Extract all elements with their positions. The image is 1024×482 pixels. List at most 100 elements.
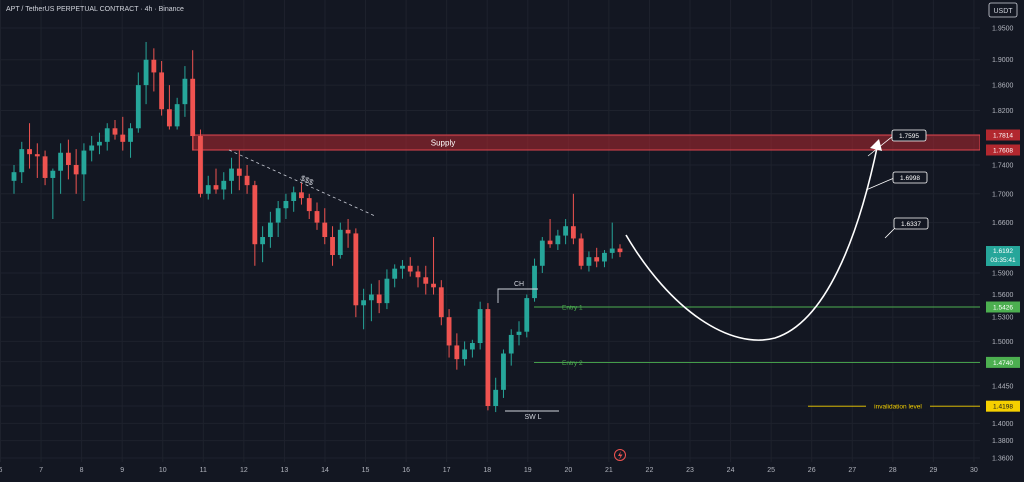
candle	[166, 85, 172, 130]
candle-body	[291, 192, 297, 201]
candle	[454, 333, 460, 370]
candle	[58, 143, 64, 194]
lightning-icon[interactable]	[614, 449, 626, 461]
level-label: invalidation level	[874, 404, 922, 411]
candle	[65, 139, 71, 180]
candle-body	[166, 109, 172, 127]
candle-body	[617, 248, 623, 253]
time-tick-label: 13	[281, 467, 289, 474]
price-tick-label: 1.5600	[992, 292, 1014, 299]
candle-body	[415, 271, 421, 278]
candle	[27, 123, 32, 169]
candle	[361, 288, 367, 330]
candle	[532, 258, 537, 302]
candle	[275, 201, 281, 238]
candle-body	[570, 226, 576, 239]
candle	[462, 341, 468, 366]
candle	[151, 48, 157, 92]
candle-body	[252, 185, 258, 245]
swing-low-marker: SW L	[505, 410, 559, 421]
candle-body	[112, 128, 118, 135]
level-label-bg	[866, 401, 930, 412]
time-tick-label: 28	[889, 467, 897, 474]
supply-zone	[192, 134, 981, 151]
price-badge-value: 1.5426	[993, 305, 1013, 312]
candle-body	[337, 229, 343, 256]
time-tick-label: 20	[564, 467, 572, 474]
candle-body	[42, 156, 48, 178]
candle	[42, 150, 48, 186]
chart-title: APT / TetherUS PERPETUAL CONTRACT · 4h ·…	[6, 6, 184, 13]
candle	[104, 123, 110, 151]
candle-body	[516, 331, 522, 335]
price-levels: Entry 1 Entry 2 invalidation level	[534, 305, 980, 412]
candle	[508, 329, 514, 366]
price-tick-label: 1.8600	[992, 83, 1014, 90]
candle	[306, 193, 312, 220]
price-tick-label: 1.3800	[992, 438, 1014, 445]
target-2: 1.6998	[865, 171, 928, 191]
candle	[50, 168, 56, 220]
candle	[260, 226, 266, 263]
candle-body	[190, 78, 196, 137]
price-tick-label: 1.4450	[992, 383, 1014, 390]
candle	[594, 247, 600, 268]
price-axis[interactable]: 1.95001.90001.86001.82001.78001.74001.70…	[980, 0, 1024, 477]
time-axis[interactable]: 6 7 8 9 10 11 12 13 14 15 16 17 18 19 20 21 22 23 24 25 26 27…	[0, 467, 978, 474]
candle-body	[229, 168, 234, 181]
candle-body	[314, 211, 320, 223]
candle-body	[128, 128, 133, 142]
candle	[609, 222, 615, 259]
price-axis-badges: 1.7814 1.7608 1.5426 1.4740 1.4198	[986, 129, 1020, 412]
price-tick-label: 1.9500	[992, 26, 1014, 33]
candle-body	[104, 128, 110, 142]
price-badge: 1.7814	[986, 129, 1020, 141]
candle-body	[159, 72, 165, 110]
candle	[438, 280, 444, 326]
candle-body	[19, 149, 25, 173]
candle	[353, 228, 359, 318]
candle	[578, 233, 584, 270]
candle	[570, 193, 576, 245]
candle	[415, 265, 421, 288]
candle	[221, 172, 227, 200]
candle	[431, 237, 436, 295]
target-3-price: 1.6337	[901, 221, 921, 228]
candle-body	[431, 283, 436, 288]
candle	[89, 136, 95, 162]
candle-body	[330, 237, 335, 256]
candle	[485, 303, 491, 411]
candle-body	[485, 309, 491, 406]
time-tick-label: 6	[0, 467, 3, 474]
time-tick-label: 26	[808, 467, 816, 474]
price-tick-label: 1.3600	[992, 456, 1014, 463]
candle-body	[508, 334, 514, 354]
candle	[469, 339, 475, 358]
candle-body	[81, 150, 87, 175]
candle	[501, 349, 506, 398]
candle-body	[267, 222, 273, 238]
candle	[516, 321, 522, 346]
candle-body	[392, 268, 398, 279]
change-of-character-marker: CH	[497, 281, 538, 303]
time-tick-label: 27	[848, 467, 856, 474]
candle	[112, 120, 118, 140]
time-tick-label: 30	[970, 467, 978, 474]
candle	[19, 141, 25, 183]
currency-button[interactable]: USDT	[988, 2, 1018, 18]
candle	[11, 164, 17, 194]
candle	[345, 219, 351, 248]
time-tick-label: 8	[80, 467, 84, 474]
candle-body	[384, 278, 390, 304]
bar-countdown: 03:35:41	[990, 257, 1016, 264]
price-tick-label: 1.4000	[992, 421, 1014, 428]
candle-body	[50, 170, 56, 178]
candle	[392, 264, 398, 288]
candle-body	[586, 257, 592, 266]
time-tick-label: 25	[767, 467, 775, 474]
candle	[314, 202, 320, 230]
candle	[182, 66, 188, 117]
time-tick-label: 18	[483, 467, 491, 474]
